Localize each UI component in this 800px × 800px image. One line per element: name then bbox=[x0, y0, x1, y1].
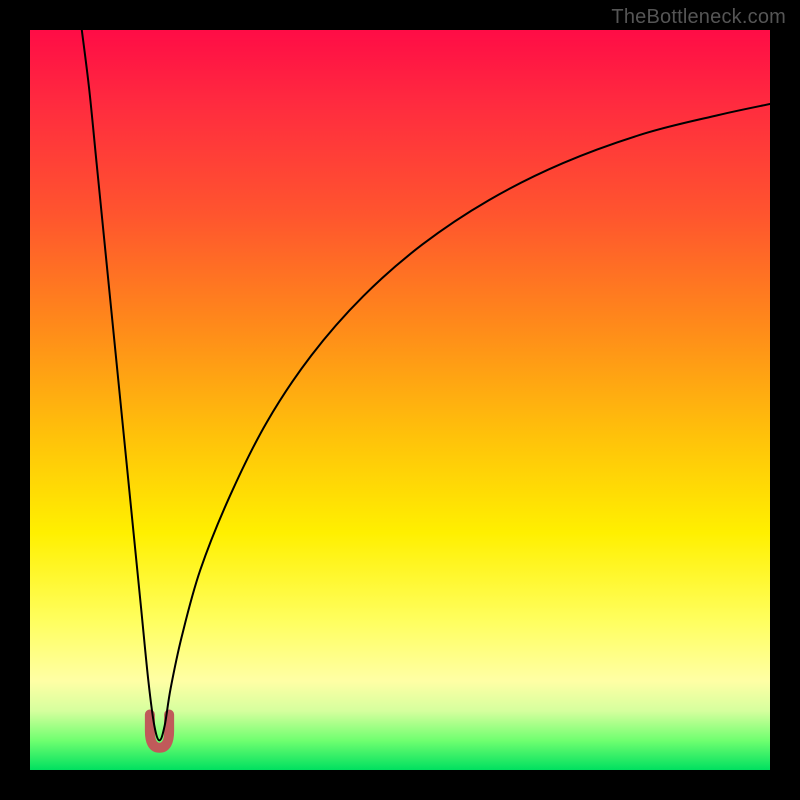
stage: TheBottleneck.com bbox=[0, 0, 800, 800]
plot-area bbox=[30, 30, 770, 770]
gradient-background bbox=[30, 30, 770, 770]
watermark-text: TheBottleneck.com bbox=[611, 6, 786, 29]
plot-svg bbox=[30, 30, 770, 770]
